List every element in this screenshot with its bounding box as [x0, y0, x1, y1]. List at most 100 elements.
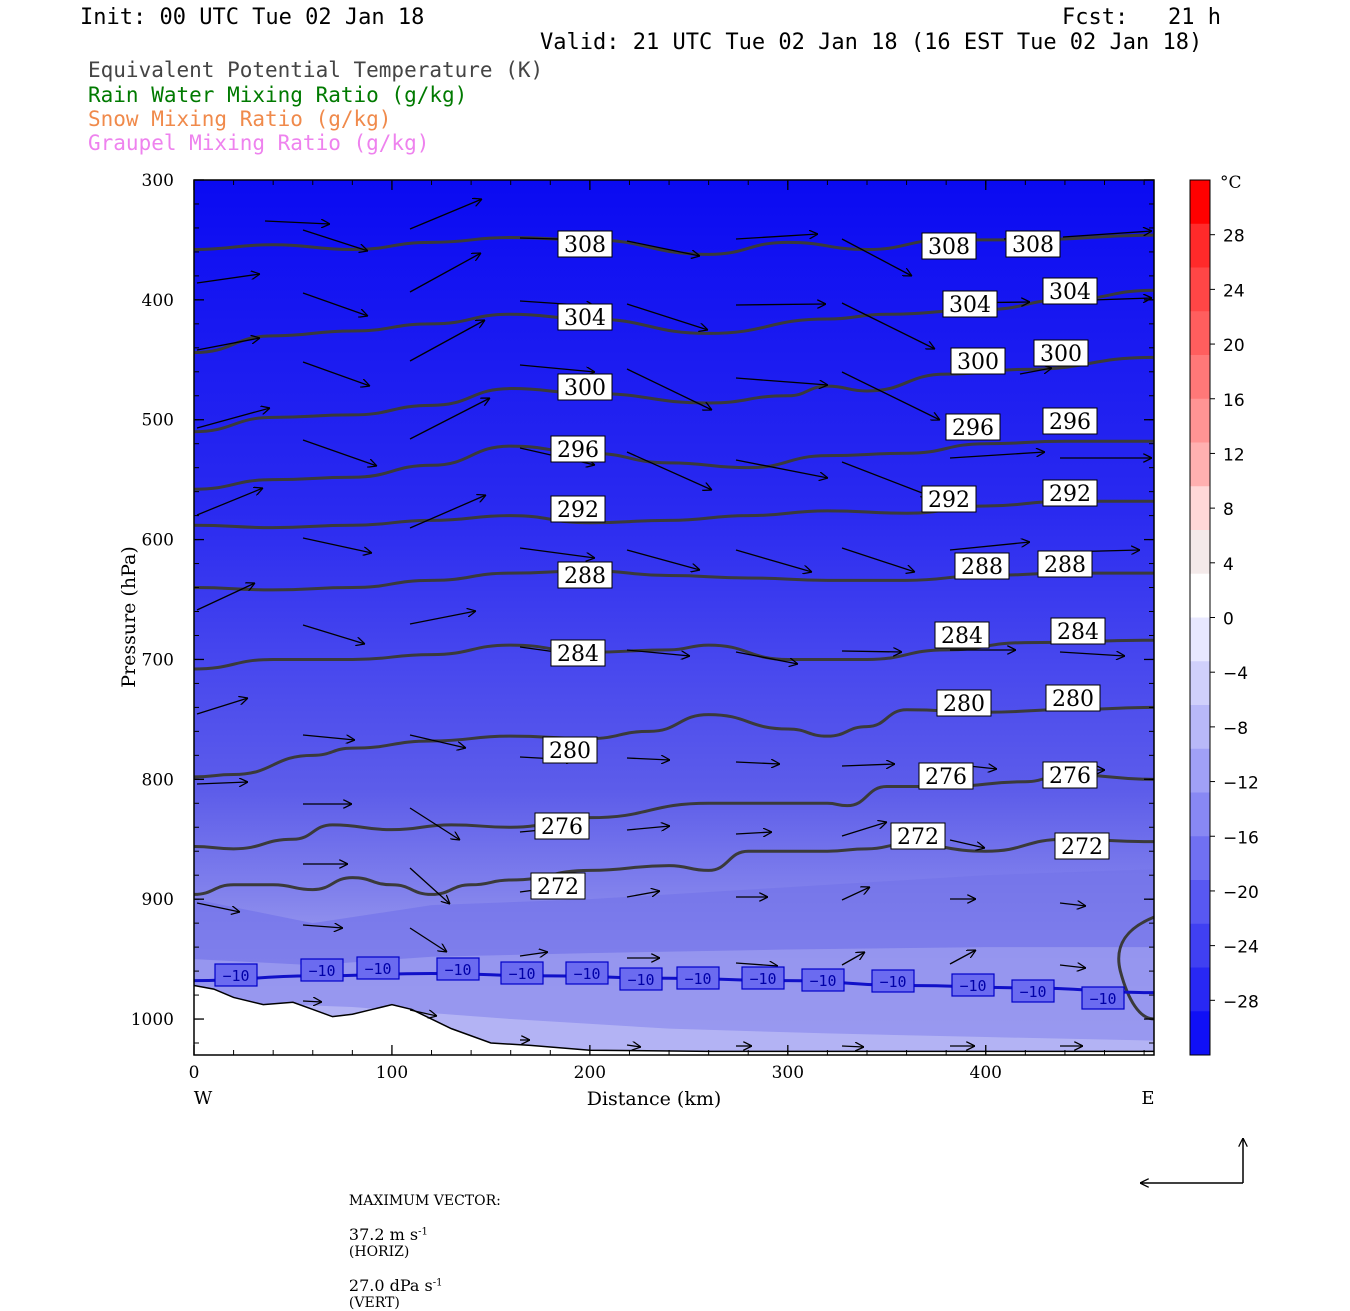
isotherm-label-box: [619, 967, 663, 991]
wind-vector: [735, 234, 818, 240]
isotherm-label: −10: [801, 968, 845, 992]
theta-e-label-text: 304: [1049, 280, 1091, 305]
wind-vector: [409, 734, 466, 748]
theta-e-label-box: [921, 232, 977, 260]
colorbar-tick-label: 24: [1223, 281, 1245, 301]
wind-vector: [735, 304, 826, 305]
isotherm-label-text: −10: [879, 973, 906, 991]
theta-e-label-280: 280: [936, 689, 992, 717]
theta-e-label-box: [890, 822, 946, 850]
wind-vector: [841, 764, 895, 766]
colorbar-segment: [1190, 880, 1210, 925]
x-tick-label: 100: [376, 1063, 408, 1083]
theta-e-label-text: 284: [941, 624, 983, 649]
theta-e-label-box: [1037, 550, 1093, 578]
theta-e-label-text: 296: [952, 416, 994, 441]
wind-vector: [519, 547, 595, 558]
colorbar-segment: [1190, 223, 1210, 268]
theta-e-label-text: 292: [557, 498, 599, 523]
theta-e-label-280: 280: [542, 736, 598, 764]
isotherm-label: −10: [741, 966, 785, 990]
isotherm-label-box: [951, 973, 995, 997]
theta-e-contour-296: [194, 439, 1154, 491]
wind-vector: [735, 549, 812, 572]
wind-vector: [841, 302, 935, 349]
isotherm-label-text: −10: [1089, 990, 1116, 1008]
theta-e-label-box: [550, 435, 606, 463]
colorbar-segment: [1190, 661, 1210, 706]
wind-vector: [302, 439, 377, 466]
east-label: E: [1141, 1088, 1154, 1109]
wind-vector: [841, 547, 915, 572]
wind-vector: [949, 542, 1030, 551]
isotherm-label-text: −10: [444, 961, 471, 979]
isotherm-label-box: [676, 966, 720, 990]
theta-e-label-text: 292: [928, 488, 970, 513]
theta-e-label-text: 280: [549, 739, 591, 764]
wind-vector: [409, 1009, 437, 1016]
theta-e-label-text: 288: [961, 555, 1003, 580]
theta-e-label-308: 308: [921, 232, 977, 260]
theta-e-label-292: 292: [921, 485, 977, 513]
wind-vector: [626, 649, 690, 656]
colorbar-segment: [1190, 267, 1210, 312]
colorbar-tick-label: 12: [1223, 445, 1245, 465]
max-vert-value: 27.0 dPa s: [348, 1276, 433, 1295]
isotherm-label: −10: [1081, 986, 1125, 1010]
y-tick-label: 900: [142, 890, 174, 910]
theta-e-label-text: 308: [928, 235, 970, 260]
isotherm-label: −10: [214, 963, 258, 987]
colorbar-tick-label: −16: [1223, 828, 1259, 848]
theta-e-label-box: [1005, 230, 1061, 258]
wind-vector: [626, 1045, 641, 1047]
x-tick-label: 400: [970, 1063, 1002, 1083]
isotherm-label-text: −10: [308, 962, 335, 980]
wind-vector: [841, 952, 865, 966]
isotherm-label-box: [500, 961, 544, 985]
y-tick-label: 400: [142, 291, 174, 311]
wind-vector: [841, 1046, 864, 1047]
wind-vector: [626, 826, 670, 830]
wind-vector: [626, 758, 670, 760]
theta-e-label-text: 300: [1040, 342, 1082, 367]
theta-e-label-text: 276: [541, 815, 583, 840]
theta-e-label-300: 300: [950, 347, 1006, 375]
wind-vector: [409, 320, 485, 362]
colorbar-tick-label: −24: [1223, 938, 1259, 958]
x-axis-title: Distance (km): [587, 1088, 722, 1110]
wind-vector: [1059, 652, 1125, 656]
theta-e-label-box: [918, 762, 974, 790]
y-tick-label: 500: [142, 411, 174, 431]
wind-vector: [841, 371, 940, 420]
max-horiz-value: 37.2 m s: [348, 1225, 419, 1244]
colorbar-segment: [1190, 398, 1210, 443]
west-label: W: [194, 1088, 213, 1109]
wind-vector: [735, 963, 778, 966]
theta-e-label-text: 288: [564, 564, 606, 589]
y-axis-title: Pressure (hPa): [118, 546, 140, 688]
isotherm-label-box: [565, 961, 609, 985]
colorbar-tick-label: −28: [1223, 992, 1259, 1012]
plot-frame: [193, 179, 1155, 1056]
theta-e-label-304: 304: [1042, 277, 1098, 305]
theta-e-label-text: 296: [557, 438, 599, 463]
isotherm-label: −10: [500, 961, 544, 985]
theta-e-label-text: 288: [1044, 553, 1086, 578]
y-tick-label: 600: [142, 531, 174, 551]
legend-rain: Rain Water Mixing Ratio (g/kg): [88, 83, 468, 107]
theta-e-label-276: 276: [534, 812, 590, 840]
wind-vector: [409, 867, 450, 904]
colorbar-segment: [1190, 355, 1210, 400]
wind-vector: [1019, 368, 1052, 375]
theta-e-label-box: [557, 303, 613, 331]
wind-vector: [949, 950, 976, 965]
colorbar-segment: [1190, 311, 1210, 356]
theta-e-label-text: 304: [564, 306, 606, 331]
wind-vector: [735, 832, 772, 834]
theta-e-label-box: [921, 485, 977, 513]
colorbar-segment: [1190, 530, 1210, 575]
theta-e-label-292: 292: [1042, 479, 1098, 507]
wind-vector: [1062, 231, 1152, 238]
isotherm-label-box: [214, 963, 258, 987]
theta-e-label-box: [1042, 277, 1098, 305]
